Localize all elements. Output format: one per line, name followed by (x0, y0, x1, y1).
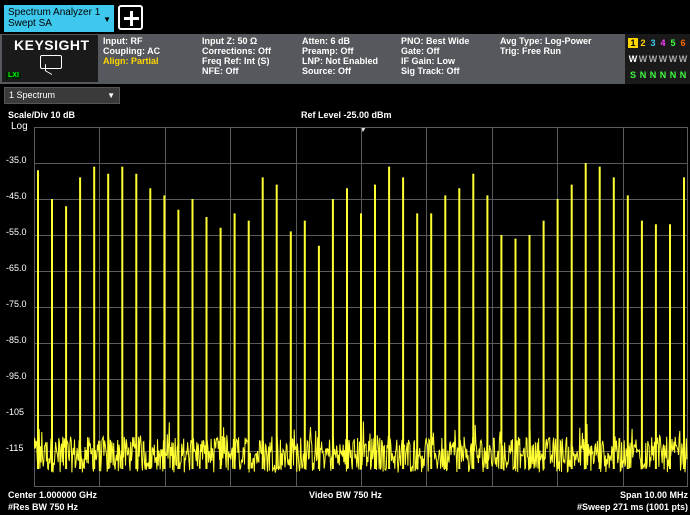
preamp-value: Preamp: Off (302, 46, 378, 56)
align-value: Align: Partial (103, 56, 160, 66)
freq-ref-value: Freq Ref: Int (S) (202, 56, 271, 66)
trace-number-5: 5 (668, 38, 678, 48)
tab-title: Spectrum Analyzer 1 (8, 7, 114, 18)
chevron-down-icon: ▼ (107, 88, 115, 103)
y-tick-label: -55.0 (6, 227, 27, 237)
impedance-settings[interactable]: Input Z: 50 Ω Corrections: Off Freq Ref:… (202, 36, 271, 76)
trace-number-3: 3 (648, 38, 658, 48)
gate-value: Gate: Off (401, 46, 469, 56)
add-screen-button[interactable] (118, 5, 143, 30)
trace-type-3: W (648, 54, 658, 64)
lnp-value: LNP: Not Enabled (302, 56, 378, 66)
y-tick-label: -95.0 (6, 371, 27, 381)
input-z-value: Input Z: 50 Ω (202, 36, 271, 46)
message-icon[interactable] (40, 55, 62, 69)
status-footer: Center 1.000000 GHz #Res BW 750 Hz Video… (0, 487, 690, 515)
coupling-value: Coupling: AC (103, 46, 160, 56)
trace-type-5: W (668, 54, 678, 64)
y-tick-label: -35.0 (6, 155, 27, 165)
trace-type-2: W (638, 54, 648, 64)
trace-detector-3: N (648, 70, 658, 80)
lxi-badge: LXI (6, 72, 21, 79)
y-tick-label: -45.0 (6, 191, 27, 201)
avg-type-value: Avg Type: Log-Power (500, 36, 592, 46)
attenuation-settings[interactable]: Atten: 6 dB Preamp: Off LNP: Not Enabled… (302, 36, 378, 76)
center-frequency[interactable]: Center 1.000000 GHz (8, 490, 97, 500)
trace-detector-6: N (678, 70, 688, 80)
pno-value: PNO: Best Wide (401, 36, 469, 46)
resolution-bandwidth[interactable]: #Res BW 750 Hz (8, 502, 78, 512)
trace-detector-4: N (658, 70, 668, 80)
y-tick-label: -105 (6, 407, 24, 417)
sweep-time[interactable]: #Sweep 271 ms (1001 pts) (577, 502, 688, 512)
trace-number-6: 6 (678, 38, 688, 48)
average-trigger-settings[interactable]: Avg Type: Log-Power Trig: Free Run (500, 36, 592, 56)
y-tick-label: -85.0 (6, 335, 27, 345)
y-tick-label: -75.0 (6, 299, 27, 309)
keysight-logo: KEYSIGHT (14, 37, 90, 53)
tab-subtitle: Swept SA (8, 18, 114, 29)
tab-spectrum-analyzer[interactable]: Spectrum Analyzer 1 Swept SA ▼ (4, 5, 114, 32)
atten-value: Atten: 6 dB (302, 36, 378, 46)
input-value: Input: RF (103, 36, 160, 46)
trace-type-1: W (628, 54, 638, 64)
corrections-value: Corrections: Off (202, 46, 271, 56)
chevron-down-icon[interactable]: ▼ (103, 14, 111, 25)
pno-settings[interactable]: PNO: Best Wide Gate: Off IF Gain: Low Si… (401, 36, 469, 76)
ref-level-label[interactable]: Ref Level -25.00 dBm (301, 110, 392, 120)
sig-track-value: Sig Track: Off (401, 66, 469, 76)
trace-detector-1: S (628, 70, 638, 80)
y-tick-label: -115 (6, 443, 23, 453)
trace-selector-label: 1 Spectrum (9, 90, 55, 100)
trace-number-2: 2 (638, 38, 648, 48)
tab-bar: Spectrum Analyzer 1 Swept SA ▼ (0, 0, 690, 34)
logo-block[interactable]: KEYSIGHT LXI (2, 35, 98, 82)
y-tick-label: -65.0 (6, 263, 27, 273)
settings-panel: KEYSIGHT LXI Input: RF Coupling: AC Alig… (0, 34, 690, 84)
video-bandwidth[interactable]: Video BW 750 Hz (309, 490, 382, 500)
trace-number-1: 1 (628, 38, 638, 48)
frequency-span[interactable]: Span 10.00 MHz (620, 490, 688, 500)
nfe-value: NFE: Off (202, 66, 271, 76)
trace-selector-dropdown[interactable]: 1 Spectrum ▼ (4, 87, 120, 104)
trace-detector-2: N (638, 70, 648, 80)
if-gain-value: IF Gain: Low (401, 56, 469, 66)
trace-type-6: W (678, 54, 688, 64)
trace-type-4: W (658, 54, 668, 64)
trace-detector-5: N (668, 70, 678, 80)
trigger-value: Trig: Free Run (500, 46, 592, 56)
source-value: Source: Off (302, 66, 378, 76)
scale-div-label[interactable]: Scale/Div 10 dB (8, 110, 75, 120)
input-settings[interactable]: Input: RF Coupling: AC Align: Partial (103, 36, 160, 66)
spectrum-chart (34, 127, 688, 487)
trace-number-4: 4 (658, 38, 668, 48)
spectrum-plot[interactable] (34, 127, 688, 487)
scale-type-label: Log (11, 121, 28, 132)
